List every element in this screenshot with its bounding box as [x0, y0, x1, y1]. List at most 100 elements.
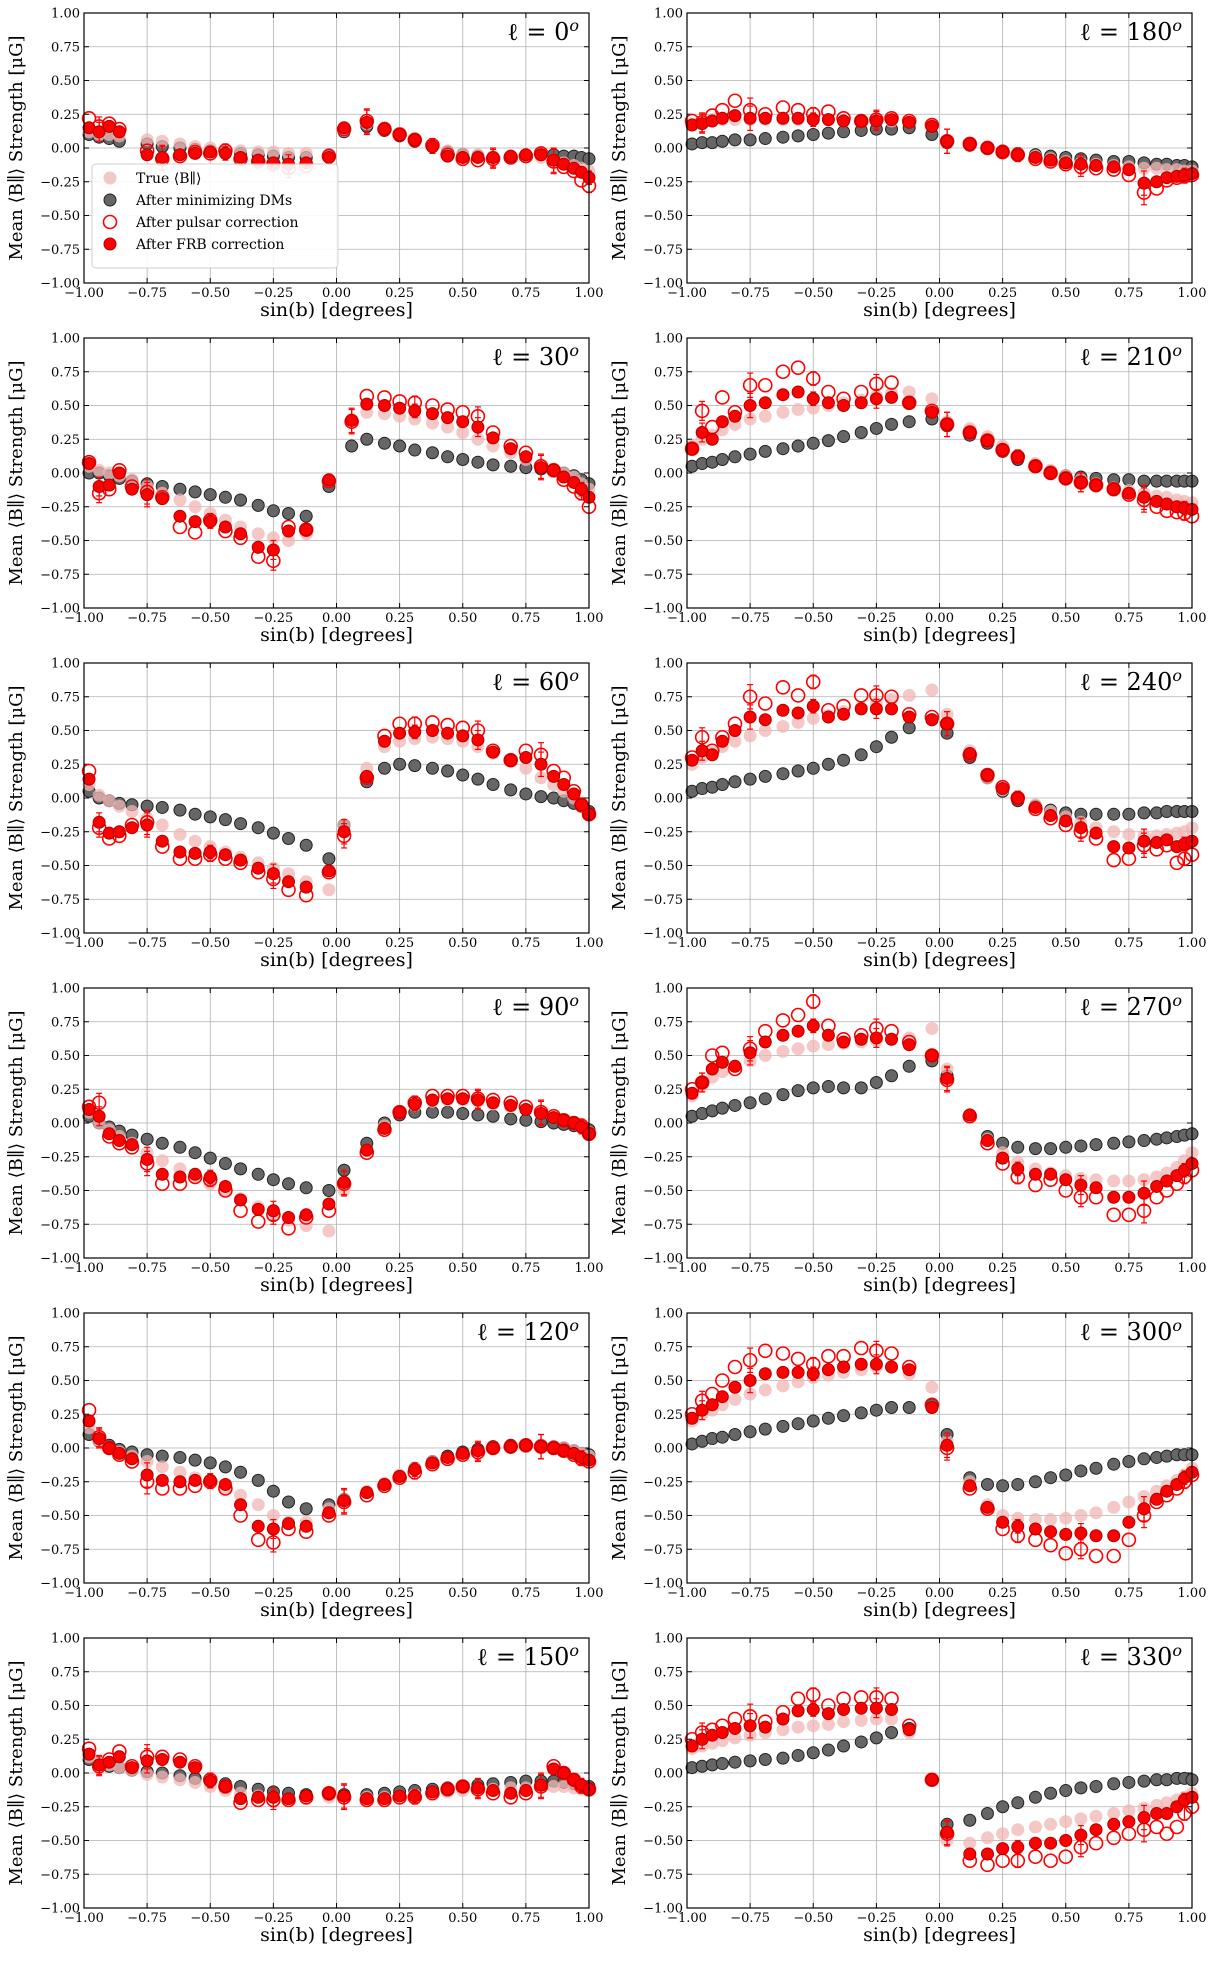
data-point: [758, 111, 772, 125]
data-point: [299, 509, 313, 523]
data-point: [743, 710, 757, 724]
data-point: [377, 122, 391, 136]
data-point: [408, 133, 422, 147]
panel-title-degree: o: [1172, 1316, 1182, 1335]
x-tick-label: 0.00: [322, 1911, 351, 1926]
data-point: [1011, 1823, 1025, 1837]
x-tick-label: 0.00: [322, 1586, 351, 1601]
data-point: [758, 396, 772, 410]
y-tick-label: 1.00: [51, 7, 80, 22]
data-point: [173, 803, 187, 817]
y-tick-label: 1.00: [51, 982, 80, 997]
x-axis-label: sin(b) [degrees]: [863, 624, 1016, 646]
data-point: [299, 523, 313, 537]
data-point: [1074, 1464, 1088, 1478]
data-point: [218, 1179, 232, 1193]
data-point: [806, 128, 820, 141]
data-point: [854, 1357, 868, 1371]
data-point: [188, 1775, 202, 1789]
data-point: [425, 140, 439, 154]
data-point: [1107, 1817, 1121, 1831]
y-tick-label: 0.25: [51, 1733, 80, 1748]
y-tick-label: −0.50: [643, 859, 683, 874]
data-point: [791, 1720, 805, 1734]
data-point: [425, 1785, 439, 1799]
data-point: [963, 1836, 977, 1850]
data-point: [1159, 1826, 1175, 1842]
data-point: [806, 1414, 820, 1428]
data-point: [251, 1167, 265, 1181]
panel-title-value: ℓ = 150: [477, 1643, 570, 1671]
data-point: [234, 853, 248, 867]
data-point: [441, 726, 455, 740]
y-tick-label: −0.25: [643, 1475, 683, 1490]
data-point: [685, 1739, 699, 1753]
data-point: [441, 1105, 455, 1119]
y-tick-label: −0.25: [40, 1150, 80, 1165]
y-axis-label: Mean ⟨B∥⟩ Strength [μG]: [6, 35, 27, 260]
data-point: [806, 113, 820, 127]
data-point: [925, 1773, 939, 1787]
data-point: [776, 1028, 790, 1042]
axes-frame: [686, 987, 1193, 1259]
data-point: [1107, 482, 1121, 496]
data-point: [456, 426, 470, 439]
data-point: [791, 129, 805, 143]
y-tick-label: 1.00: [654, 1632, 683, 1647]
data-point: [1074, 1781, 1088, 1795]
x-tick-label: 1.00: [1178, 1911, 1207, 1926]
x-axis-label: sin(b) [degrees]: [260, 949, 413, 971]
data-point: [963, 137, 977, 151]
series-3: [684, 1340, 1200, 1564]
data-point: [980, 1134, 994, 1148]
data-point: [266, 867, 280, 881]
data-point: [806, 1703, 820, 1717]
data-point: [854, 1406, 868, 1420]
data-point: [82, 1103, 96, 1116]
data-point: [441, 764, 455, 778]
data-point: [234, 1193, 248, 1207]
data-point: [963, 746, 977, 760]
data-point: [1122, 1775, 1136, 1789]
data-point: [218, 146, 232, 160]
y-tick-label: −0.50: [643, 1834, 683, 1849]
data-point: [791, 1365, 805, 1379]
data-point: [173, 845, 187, 859]
data-point: [1028, 1475, 1042, 1489]
y-tick-label: −0.75: [40, 1868, 80, 1883]
data-point: [1043, 1537, 1058, 1553]
data-point: [345, 439, 359, 453]
data-point: [456, 1446, 470, 1460]
y-tick-label: 0.50: [51, 1049, 80, 1064]
data-point: [940, 417, 954, 431]
data-point: [218, 813, 232, 827]
data-point: [1160, 1807, 1174, 1820]
data-point: [885, 1360, 899, 1374]
series-2: [685, 1721, 1199, 1831]
data-point: [377, 734, 391, 748]
x-axis-label: sin(b) [degrees]: [260, 1274, 413, 1296]
y-tick-label: 0.00: [654, 142, 683, 157]
data-point: [425, 446, 439, 460]
data-point: [125, 1138, 139, 1152]
data-point: [393, 1469, 407, 1483]
axes-frame: [83, 662, 590, 934]
x-axis-label: sin(b) [degrees]: [260, 299, 413, 321]
data-point: [456, 729, 470, 743]
axes-frame: [686, 662, 1193, 934]
x-tick-label: −0.75: [730, 611, 770, 626]
series-2: [685, 1054, 1199, 1156]
panel-title-value: ℓ = 60: [492, 668, 569, 696]
data-point: [441, 411, 455, 425]
data-point: [408, 759, 422, 773]
data-point: [1122, 1804, 1136, 1818]
legend-marker: [103, 237, 117, 251]
y-tick-label: −0.75: [40, 568, 80, 583]
y-tick-label: 0.00: [51, 467, 80, 482]
data-point: [1160, 1174, 1174, 1188]
data-point: [743, 1046, 757, 1060]
data-point: [1122, 807, 1136, 821]
data-point: [203, 1170, 217, 1184]
data-point: [337, 1494, 351, 1508]
data-point: [266, 504, 280, 518]
